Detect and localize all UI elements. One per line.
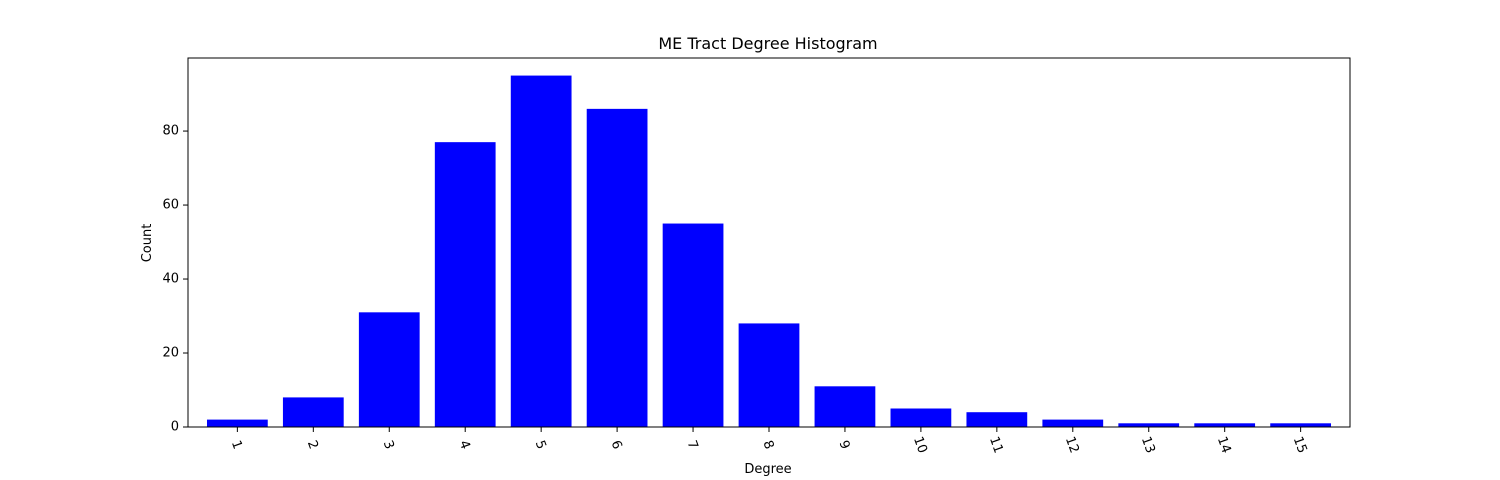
bars: [206, 75, 1332, 428]
bar-3: [358, 312, 420, 427]
bar-6: [586, 108, 648, 428]
bar-5: [510, 75, 572, 428]
bar-15: [1270, 423, 1332, 427]
x-tick-label: 14: [1214, 435, 1234, 456]
y-tick-label: 20: [162, 346, 179, 361]
x-tick-label: 3: [380, 439, 397, 452]
x-tick-label: 2: [304, 439, 321, 452]
y-tick-label: 80: [162, 124, 179, 139]
x-tick-label: 13: [1138, 435, 1158, 456]
y-axis-label: Count: [140, 224, 155, 263]
x-tick-label: 5: [532, 439, 549, 452]
bar-12: [1042, 419, 1104, 427]
x-tick-label: 11: [986, 435, 1006, 456]
bar-11: [966, 412, 1028, 427]
chart-title: ME Tract Degree Histogram: [658, 34, 877, 53]
bar-2: [282, 397, 344, 427]
x-tick-label: 1: [228, 439, 245, 452]
x-tick-label: 15: [1290, 435, 1310, 456]
x-tick-label: 8: [760, 439, 777, 452]
bar-9: [814, 386, 876, 427]
x-tick-label: 6: [608, 439, 625, 452]
plot-area-frame: [187, 57, 1351, 428]
x-tick-label: 10: [910, 435, 930, 456]
x-tick-label: 4: [456, 439, 473, 452]
bar-1: [206, 419, 268, 427]
x-tick-label: 7: [684, 439, 701, 452]
y-tick-label: 0: [171, 420, 179, 435]
bar-7: [662, 223, 724, 427]
y-tick-label: 60: [162, 198, 179, 213]
y-axis-ticks: 0 20 40 60 80: [162, 124, 188, 435]
x-axis-ticks: 1 2 3 4 5 6 7 8 9 10 11 12 13 14 15: [228, 427, 1310, 455]
bar-14: [1194, 423, 1256, 427]
x-tick-label: 9: [835, 439, 852, 452]
bar-13: [1118, 423, 1180, 427]
y-tick-label: 40: [162, 272, 179, 287]
bar-4: [434, 142, 496, 427]
bar-8: [738, 323, 800, 427]
x-tick-label: 12: [1062, 435, 1082, 456]
x-axis-label: Degree: [744, 462, 791, 477]
bar-10: [890, 408, 952, 427]
